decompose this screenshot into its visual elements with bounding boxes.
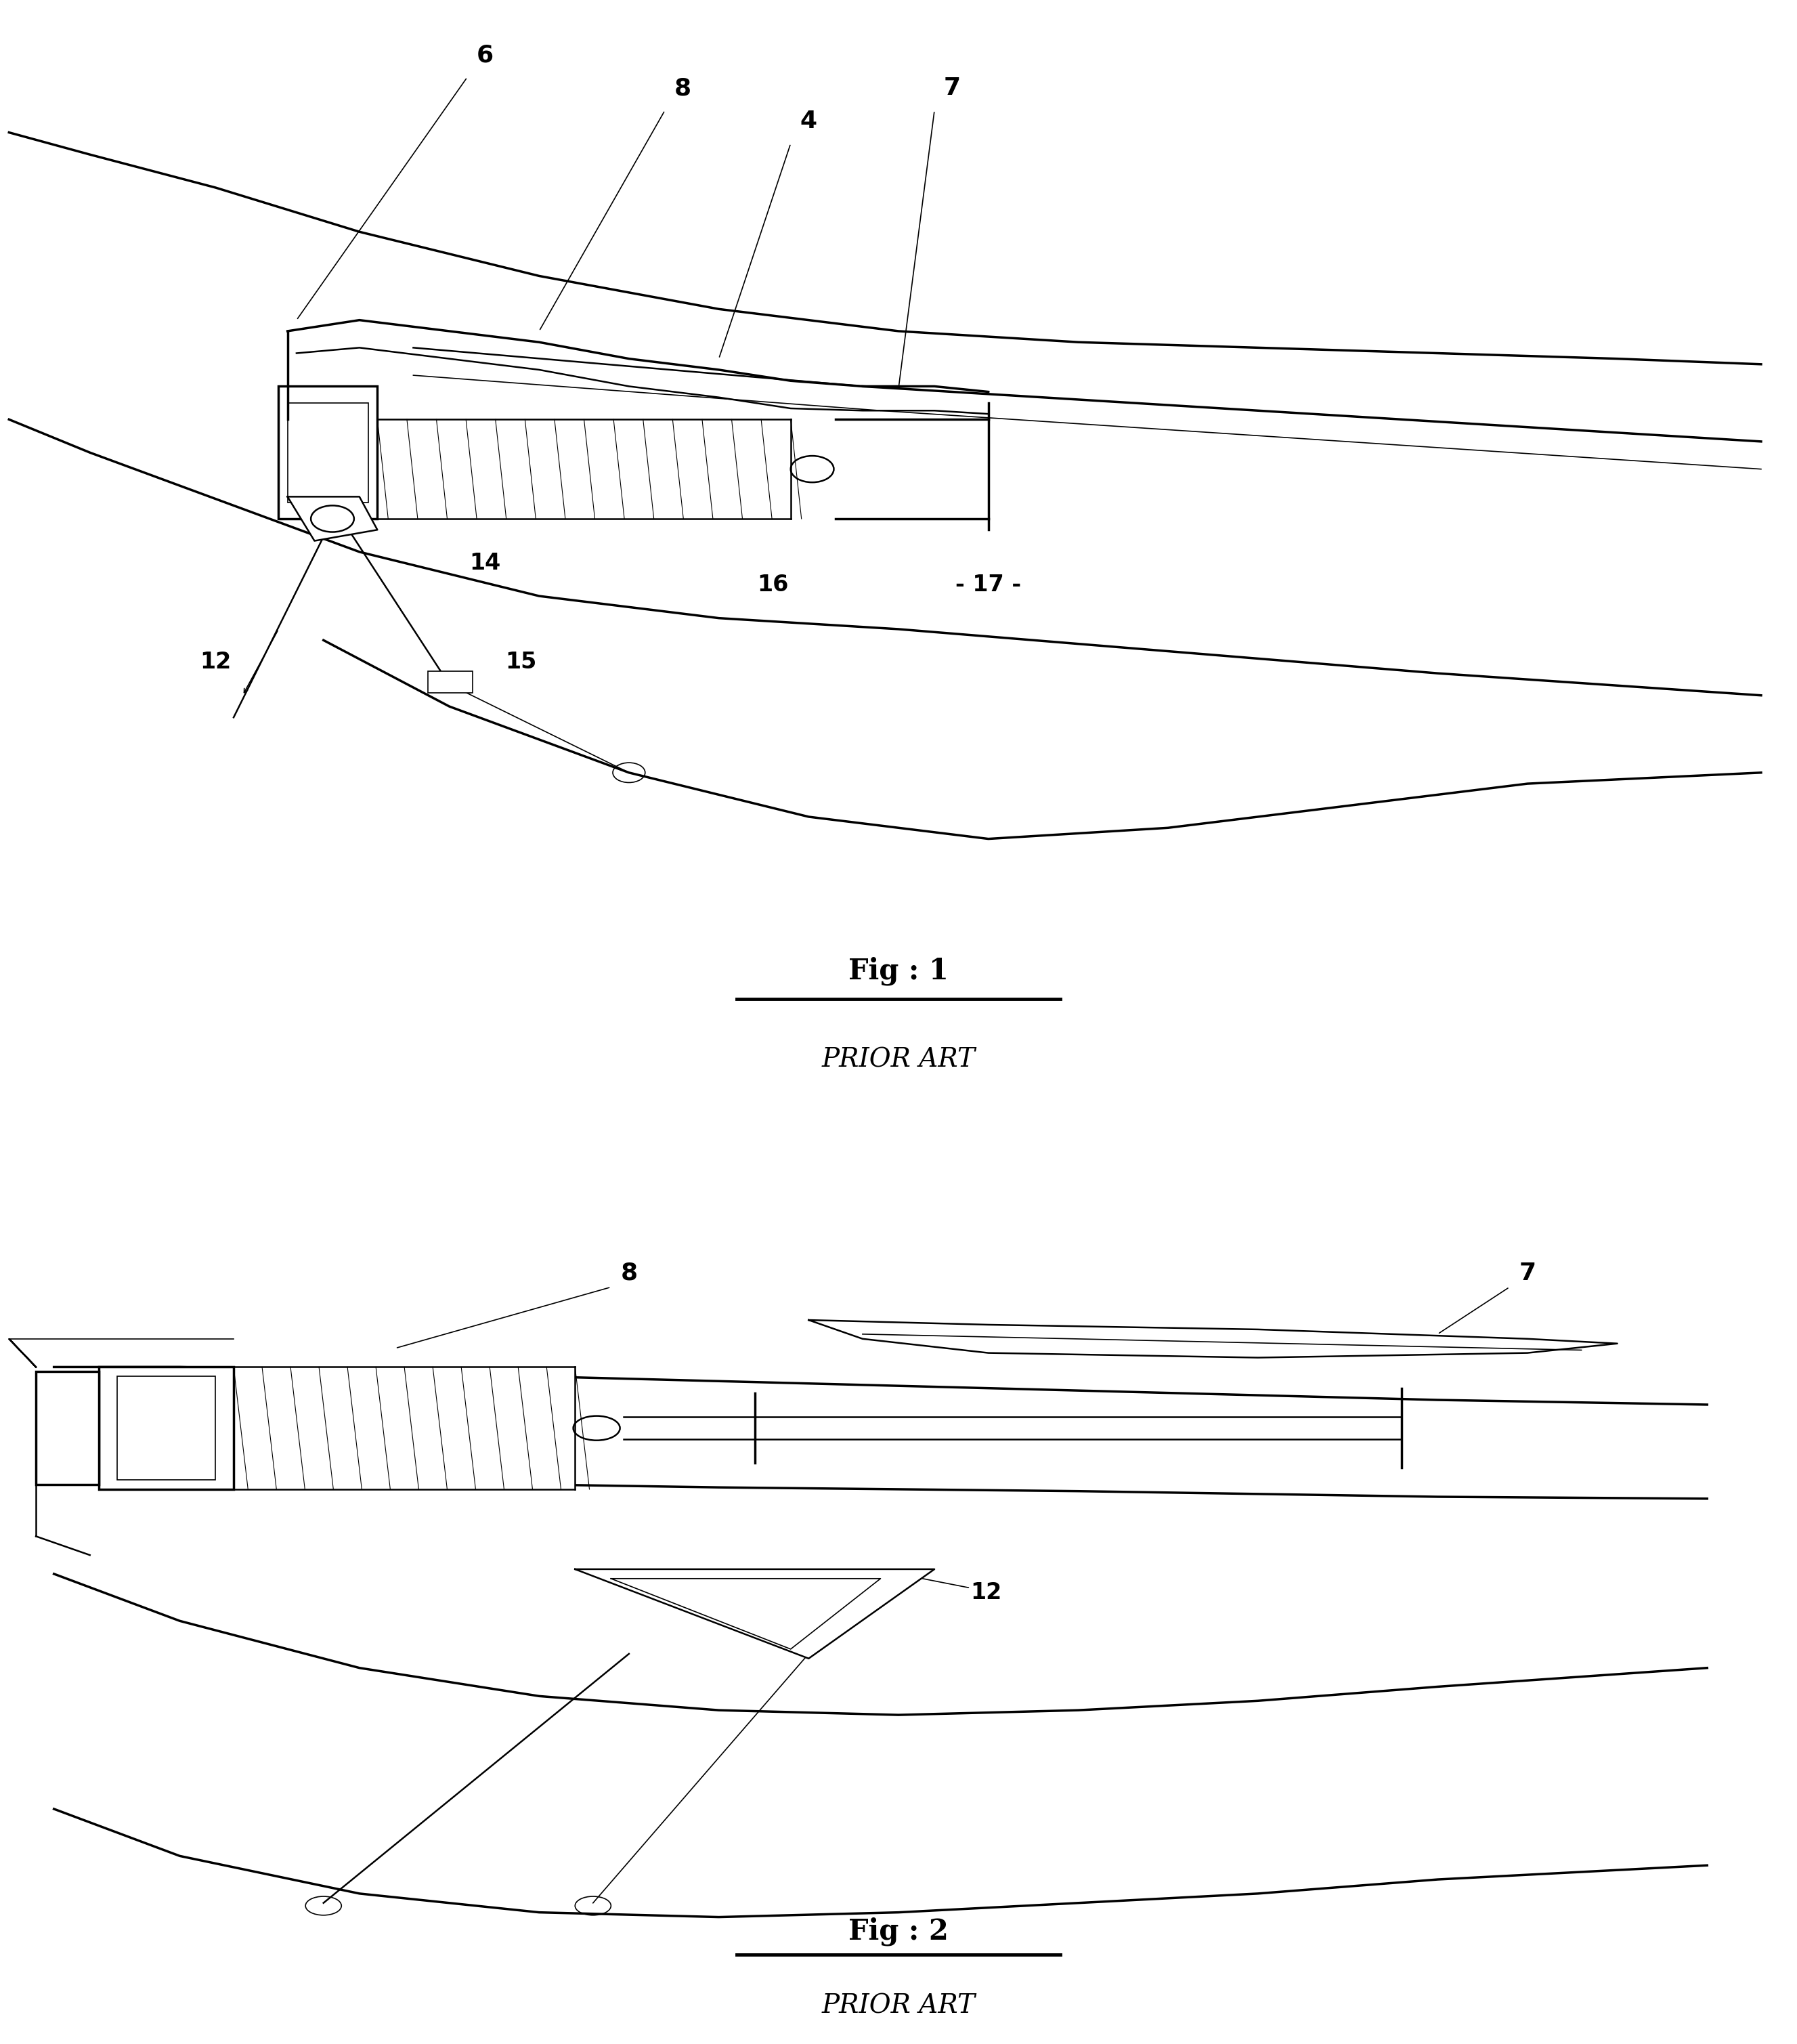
- Bar: [428, 670, 473, 693]
- Text: 7: 7: [943, 78, 961, 100]
- Bar: [99, 1367, 234, 1490]
- Text: Fig : 2: Fig : 2: [848, 1917, 949, 1946]
- Text: PRIOR ART: PRIOR ART: [821, 1993, 976, 2019]
- Text: 6: 6: [476, 43, 494, 67]
- Text: 12: 12: [970, 1582, 1001, 1605]
- Text: - 17 -: - 17 -: [956, 574, 1021, 597]
- Polygon shape: [288, 497, 377, 542]
- Text: 16: 16: [757, 574, 789, 597]
- Text: PRIOR ART: PRIOR ART: [821, 1047, 976, 1073]
- Bar: [36, 1372, 99, 1484]
- Text: 15: 15: [505, 652, 537, 672]
- Text: 8: 8: [674, 78, 692, 100]
- Text: 7: 7: [1518, 1261, 1536, 1284]
- Text: Fig : 1: Fig : 1: [848, 957, 949, 985]
- Polygon shape: [575, 1570, 934, 1658]
- Text: 4: 4: [800, 110, 818, 133]
- Bar: [117, 1376, 216, 1480]
- Text: 8: 8: [620, 1261, 638, 1284]
- Bar: [279, 386, 377, 519]
- Bar: [288, 403, 368, 503]
- Polygon shape: [809, 1320, 1617, 1357]
- Text: 12: 12: [199, 652, 232, 672]
- Text: 14: 14: [469, 552, 501, 574]
- Bar: [234, 1367, 575, 1490]
- Bar: [377, 419, 791, 519]
